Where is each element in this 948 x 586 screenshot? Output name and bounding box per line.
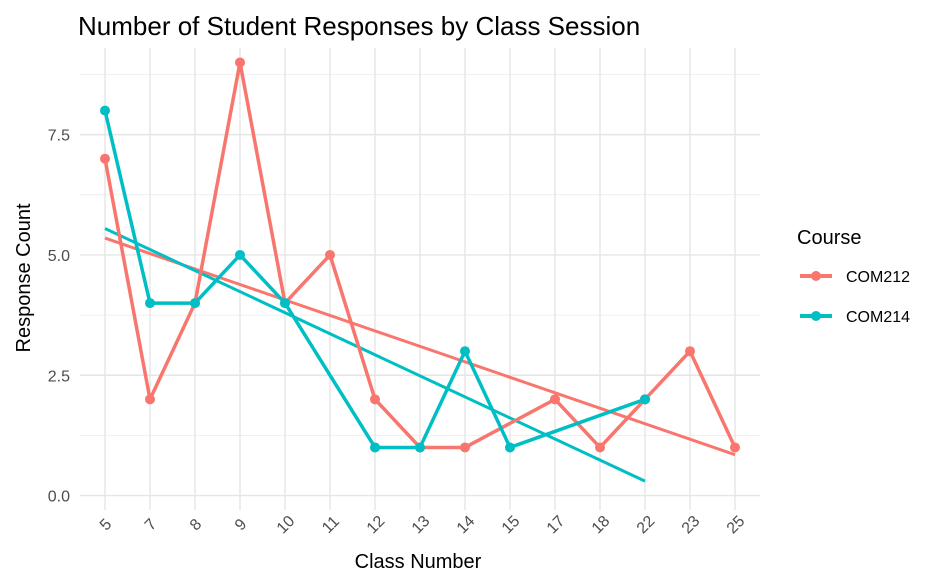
trend-line-com214 [104, 227, 646, 483]
data-point-com214 [505, 442, 515, 453]
series-points [100, 57, 740, 453]
data-point-com212 [235, 57, 245, 68]
y-tick-label: 0.0 [48, 489, 70, 506]
data-point-com214 [145, 298, 155, 309]
legend: Course COM212 COM214 [797, 227, 910, 326]
x-tick-label: 9 [232, 516, 250, 534]
data-point-com214 [460, 346, 470, 357]
x-tick-label: 22 [634, 513, 659, 538]
series-line-com214 [103, 110, 646, 450]
trend-line-com212 [104, 236, 736, 457]
legend-key-point-com214 [811, 311, 821, 321]
x-tick-label: 17 [544, 513, 569, 538]
x-tick-label: 7 [142, 516, 160, 534]
grid [80, 48, 760, 510]
x-axis-title: Class Number [355, 551, 482, 573]
data-point-com214 [640, 394, 650, 405]
x-tick-label: 18 [589, 513, 614, 538]
data-point-com212 [595, 442, 605, 453]
data-point-com212 [730, 442, 740, 453]
data-point-com212 [145, 394, 155, 405]
y-tick-label: 5.0 [48, 248, 70, 265]
legend-label-com212: COM212 [846, 269, 910, 286]
data-point-com212 [370, 394, 380, 405]
data-point-com214 [370, 442, 380, 453]
x-tick-label: 15 [499, 513, 524, 538]
x-tick-label: 25 [724, 513, 749, 538]
data-point-com212 [685, 346, 695, 357]
data-point-com212 [550, 394, 560, 405]
x-tick-label: 13 [409, 513, 434, 538]
chart-title: Number of Student Responses by Class Ses… [78, 11, 640, 41]
data-point-com214 [190, 298, 200, 309]
legend-label-com214: COM214 [846, 309, 910, 326]
data-point-com214 [235, 249, 245, 260]
data-point-com212 [460, 442, 470, 453]
trend-lines [104, 227, 736, 483]
y-tick-label: 7.5 [48, 128, 70, 145]
series-lines [103, 60, 737, 450]
data-point-com214 [280, 298, 290, 309]
x-tick-label: 8 [187, 516, 205, 534]
data-point-com214 [100, 105, 110, 116]
series-line-com212 [103, 60, 737, 450]
data-point-com214 [415, 442, 425, 453]
x-tick-label: 23 [679, 513, 704, 538]
x-tick-label: 5 [97, 516, 115, 534]
x-axis-ticks: 5 7 8 9 10 11 12 13 14 15 17 18 22 23 25 [97, 513, 749, 538]
legend-key-point-com212 [811, 271, 821, 281]
x-tick-label: 14 [454, 513, 479, 538]
y-tick-label: 2.5 [48, 368, 70, 385]
x-tick-label: 10 [274, 513, 299, 538]
x-tick-label: 12 [364, 513, 389, 538]
data-point-com212 [100, 153, 110, 164]
x-tick-label: 11 [319, 513, 343, 537]
data-point-com212 [325, 249, 335, 260]
y-axis-ticks: 0.0 2.5 5.0 7.5 [48, 128, 70, 506]
legend-title: Course [797, 227, 861, 249]
y-axis-title: Response Count [13, 203, 35, 352]
